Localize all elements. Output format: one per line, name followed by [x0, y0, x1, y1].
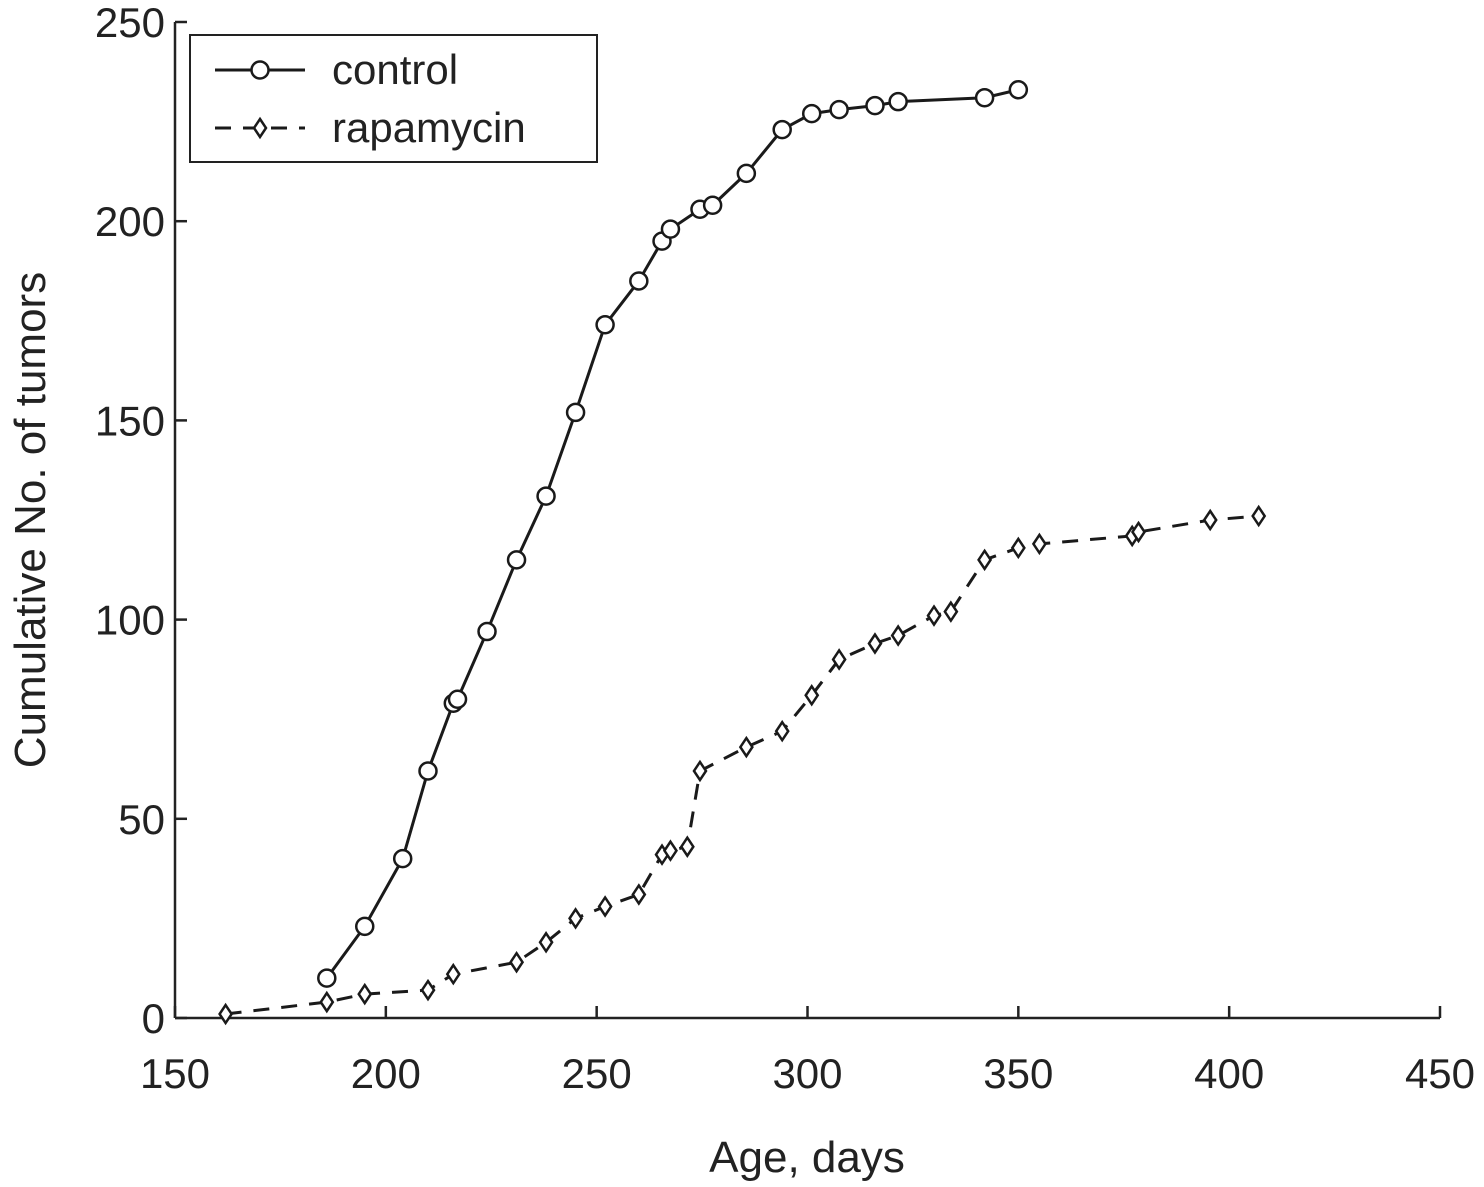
rapamycin-point — [445, 962, 461, 986]
control-point — [702, 195, 723, 216]
rapamycin-point — [357, 982, 373, 1006]
legend-label-control: control — [332, 46, 458, 93]
rapamycin-point — [1202, 508, 1218, 532]
rapamycin-point — [1031, 532, 1047, 556]
control-point — [506, 550, 527, 570]
rapamycin-point — [738, 735, 754, 759]
control-point — [355, 916, 375, 937]
y-tick-label: 200 — [95, 198, 165, 245]
control-point — [317, 968, 337, 988]
control-point — [418, 761, 438, 781]
x-tick-label: 200 — [351, 1050, 421, 1097]
rapamycin-point — [867, 632, 883, 655]
control-point — [392, 848, 413, 869]
control-point — [565, 402, 586, 423]
rapamycin-point — [218, 1002, 234, 1026]
rapamycin-point — [662, 839, 678, 862]
rapamycin-point — [804, 684, 820, 707]
rapamycin-point — [926, 604, 942, 627]
rapamycin-point — [692, 759, 708, 783]
rapamycin-point — [597, 895, 613, 918]
control-point — [629, 271, 649, 291]
control-point — [829, 99, 849, 120]
control-point — [801, 103, 822, 124]
x-tick-label: 250 — [562, 1050, 632, 1097]
control-point — [736, 163, 757, 184]
rapamycin-point — [890, 624, 906, 647]
rapamycin-point — [977, 548, 993, 572]
series-layer — [218, 79, 1267, 1026]
control-point — [1008, 79, 1029, 100]
rapamycin-point — [420, 978, 436, 1002]
x-tick-label: 150 — [140, 1050, 210, 1097]
axes: 150 200 250 300 350 400 450 0 50 100 150 200 250 — [95, 0, 1475, 1097]
control-point — [888, 91, 908, 112]
rapamycin-point — [1131, 520, 1147, 544]
rapamycin-line — [225, 514, 1259, 1016]
control-point — [536, 486, 556, 506]
x-tick-label: 450 — [1405, 1050, 1475, 1097]
rapamycin-point — [774, 719, 790, 743]
control-point — [772, 119, 792, 140]
rapamycin-point — [631, 883, 647, 906]
y-tick-label: 50 — [118, 796, 165, 843]
y-tick-label: 150 — [95, 397, 165, 444]
rapamycin-point — [538, 931, 554, 954]
control-point — [974, 87, 995, 108]
series-rapamycin — [218, 504, 1267, 1026]
rapamycin-point — [319, 990, 335, 1014]
legend-marker-control — [250, 60, 270, 80]
x-tick-label: 400 — [1194, 1050, 1264, 1097]
control-point — [447, 689, 468, 710]
x-tick-label: 350 — [983, 1050, 1053, 1097]
control-point — [595, 315, 615, 335]
rapamycin-point — [1010, 536, 1026, 560]
y-tick-label: 0 — [142, 995, 165, 1042]
y-tick-label: 250 — [95, 0, 165, 46]
control-point — [660, 219, 681, 239]
legend-marker-rapamycin — [252, 116, 268, 140]
y-tick-label: 100 — [95, 597, 165, 644]
rapamycin-point — [568, 907, 584, 930]
legend-box — [189, 34, 598, 163]
legend-label-rapamycin: rapamycin — [332, 104, 526, 151]
legend: control rapamycin — [189, 34, 598, 163]
rapamycin-point — [943, 600, 959, 623]
rapamycin-point — [509, 950, 525, 974]
series-control — [317, 79, 1029, 988]
rapamycin-point — [1251, 504, 1267, 528]
rapamycin-point — [831, 648, 847, 671]
x-axis-label: Age, days — [709, 1133, 905, 1182]
rapamycin-point — [679, 835, 695, 858]
x-tick-label: 300 — [772, 1050, 842, 1097]
y-axis-label: Cumulative No. of tumors — [6, 272, 55, 768]
control-point — [477, 621, 497, 642]
control-point — [865, 95, 885, 116]
